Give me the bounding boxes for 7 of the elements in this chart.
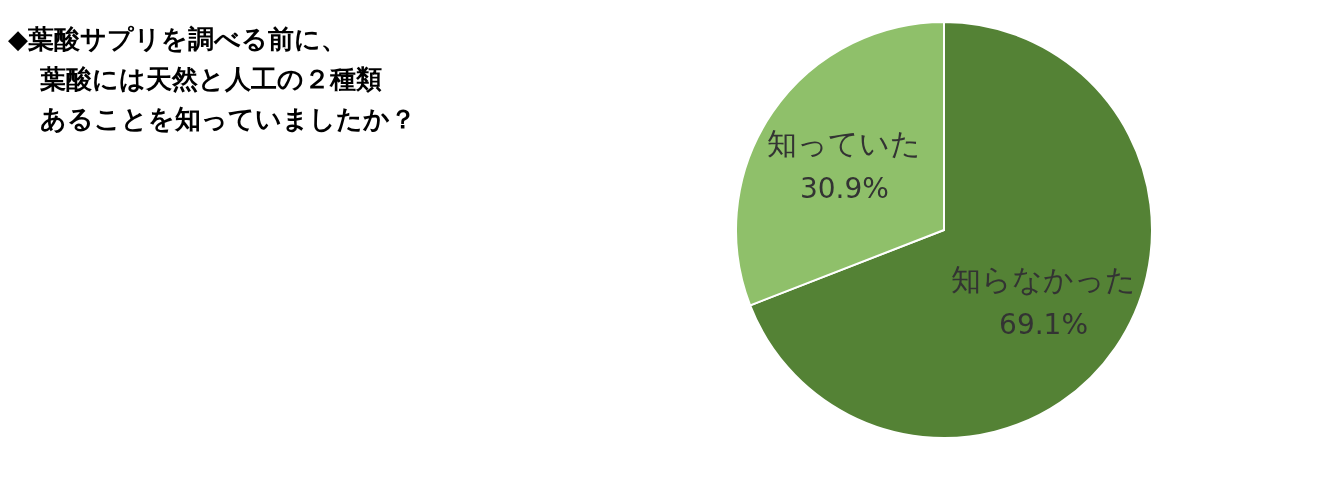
data-label: 69.1% xyxy=(999,308,1089,342)
text: あることを知っていましたか？ xyxy=(40,104,416,134)
text: ◆葉酸サプリを調べる前に、 xyxy=(8,24,347,54)
slice-label: 知っていた xyxy=(767,125,922,161)
data-label: 30.9% xyxy=(799,171,889,205)
text: 葉酸には天然と人工の２種類 xyxy=(39,64,382,94)
slice-label: 知らなかった xyxy=(951,262,1137,298)
